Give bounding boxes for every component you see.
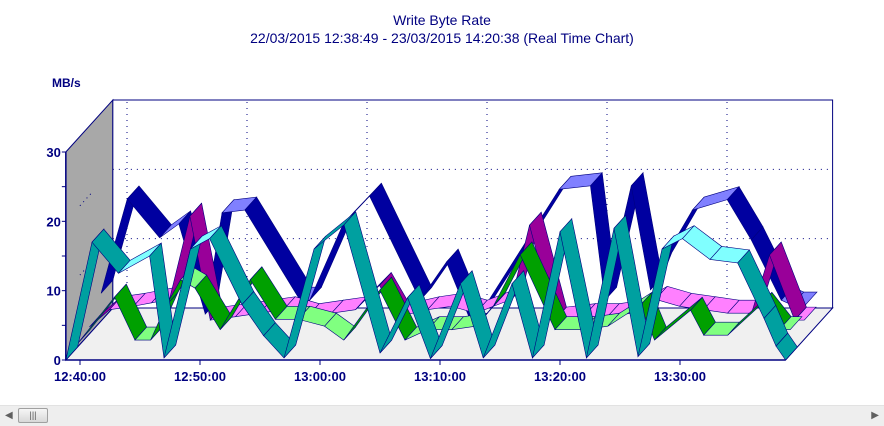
x-tick-label: 13:30:00 xyxy=(654,369,706,384)
chart-subtitle: 22/03/2015 12:38:49 - 23/03/2015 14:20:3… xyxy=(250,30,634,46)
chart-area: 0 10 20 30 12:40:00 12:50:00 13:00:00 13:10:00 1… xyxy=(46,98,834,384)
y-tick-label: 20 xyxy=(46,214,60,229)
chart-title: Write Byte Rate xyxy=(393,12,491,28)
x-tick-label: 13:20:00 xyxy=(534,369,586,384)
y-tick-label: 0 xyxy=(54,353,61,368)
y-tick-label: 30 xyxy=(46,145,60,160)
series-4 xyxy=(65,211,798,362)
y-tick-label: 10 xyxy=(46,284,60,299)
x-tick-label: 12:50:00 xyxy=(174,369,226,384)
x-tick-label: 13:00:00 xyxy=(294,369,346,384)
x-tick-label: 13:10:00 xyxy=(414,369,466,384)
scrollbar-thumb[interactable]: ||| xyxy=(18,408,48,423)
scroll-right-arrow-icon[interactable]: ▶ xyxy=(871,410,879,421)
x-tick-label: 12:40:00 xyxy=(54,369,106,384)
horizontal-scrollbar[interactable]: ◀ ||| ▶ xyxy=(0,405,884,426)
scroll-left-arrow-icon[interactable]: ◀ xyxy=(5,410,13,421)
y-axis-label: MB/s xyxy=(52,76,81,90)
series-segment xyxy=(775,332,798,361)
